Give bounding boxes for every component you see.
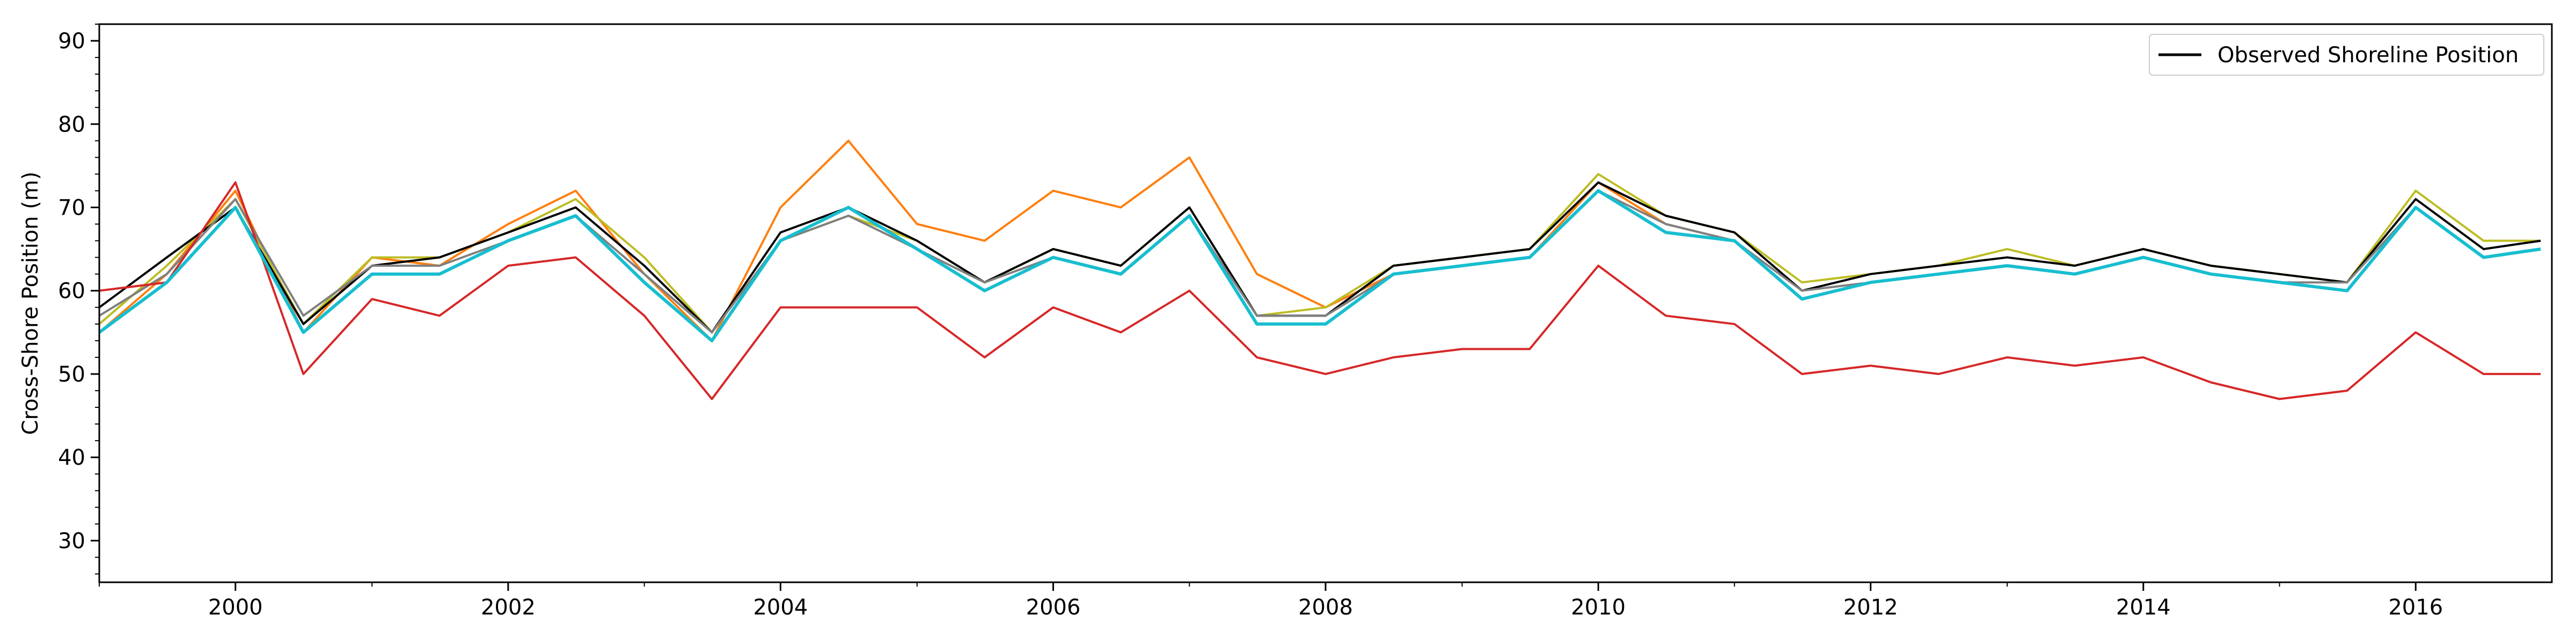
y-tick-label: 80 bbox=[58, 112, 85, 137]
legend-box bbox=[2149, 34, 2544, 76]
series-line-2 bbox=[99, 181, 2541, 400]
plot-frame bbox=[98, 23, 2553, 583]
y-axis-label: Cross-Shore Position (m) bbox=[18, 172, 43, 435]
y-tick-label: 70 bbox=[58, 195, 85, 220]
x-tick-label: 2012 bbox=[1843, 595, 1898, 620]
x-tick-label: 2014 bbox=[2116, 595, 2171, 620]
x-tick-label: 2004 bbox=[753, 595, 808, 620]
x-tick-label: 2010 bbox=[1571, 595, 1626, 620]
y-tick-label: 40 bbox=[58, 445, 85, 470]
x-tick-label: 2002 bbox=[481, 595, 536, 620]
x-tick-label: 2006 bbox=[1026, 595, 1081, 620]
series-line-3 bbox=[98, 173, 2541, 334]
y-tick-label: 60 bbox=[58, 279, 85, 304]
series-line-1 bbox=[98, 140, 2541, 342]
x-tick-label: 2016 bbox=[2388, 595, 2443, 620]
x-axis: 2000 2002 2004 2006 2008 2010 2012 2014 2016 bbox=[99, 582, 2443, 620]
y-tick-label: 30 bbox=[58, 529, 85, 553]
x-tick-label: 2008 bbox=[1298, 595, 1353, 620]
y-tick-label: 50 bbox=[58, 362, 85, 387]
series-line-5 bbox=[98, 189, 2541, 342]
y-tick-label: 90 bbox=[58, 29, 85, 54]
series-layer bbox=[98, 140, 2541, 400]
x-tick-label: 2000 bbox=[208, 595, 263, 620]
legend-label: Observed Shoreline Position bbox=[2218, 43, 2519, 68]
legend: Observed Shoreline Position bbox=[2149, 34, 2544, 76]
y-axis: 30 40 50 60 70 80 90 bbox=[58, 24, 99, 575]
